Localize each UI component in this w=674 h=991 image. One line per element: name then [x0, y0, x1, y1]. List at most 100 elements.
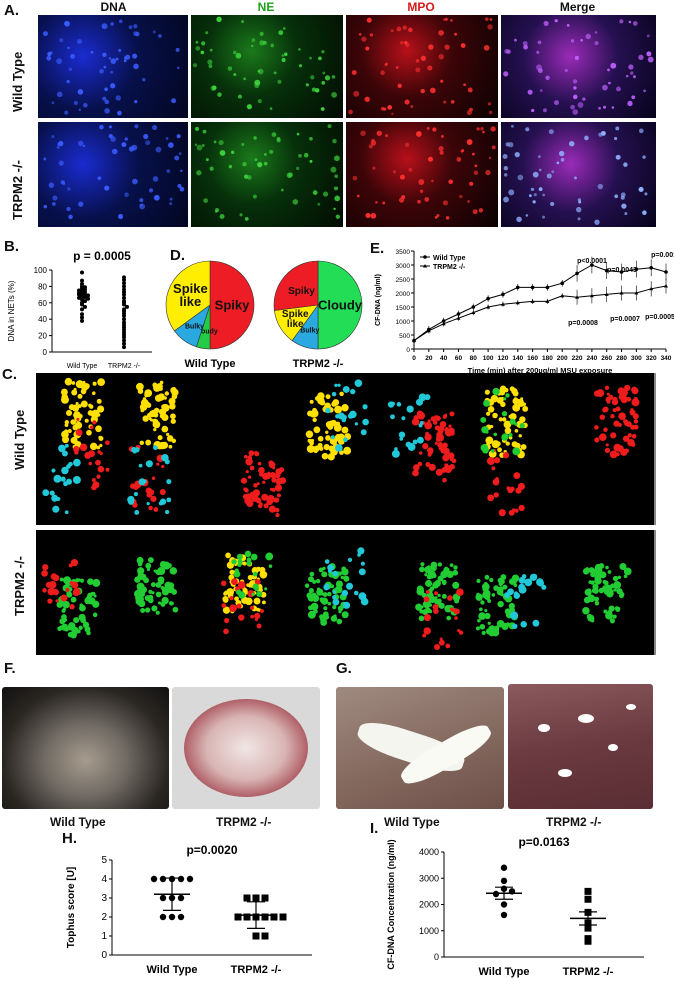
blob-particle	[89, 442, 98, 451]
cell-dot	[370, 212, 377, 219]
blob-particle	[509, 486, 515, 492]
blob-particle	[233, 570, 241, 578]
cell-dot	[485, 169, 491, 176]
cell-dot	[444, 17, 448, 21]
blob-particle	[71, 381, 76, 385]
blob-particle	[457, 628, 461, 633]
blob-particle	[492, 478, 500, 486]
blob-particle	[596, 389, 605, 398]
blob-particle	[443, 567, 450, 574]
y-tick-label: 4000	[419, 847, 439, 857]
blob-particle	[138, 478, 146, 486]
blob-particle	[324, 559, 330, 564]
data-point-ko	[279, 913, 287, 921]
cell-dot	[78, 108, 82, 112]
cell-dot	[73, 100, 78, 106]
x-tick-label: 240	[586, 355, 597, 362]
blob-particle	[332, 570, 339, 577]
blob-particle	[61, 608, 66, 613]
cell-dot	[385, 134, 388, 137]
data-point-ko	[456, 316, 461, 320]
chart-title: p=0.0163	[518, 835, 569, 849]
cell-dot	[444, 44, 450, 50]
blob-particle	[164, 391, 170, 396]
blob-particle	[332, 598, 340, 606]
blob-particle	[264, 587, 268, 591]
cell-dot	[467, 87, 473, 93]
blob-particle	[262, 480, 266, 484]
pie-slice-spike-like	[165, 260, 211, 332]
data-point-wt	[80, 294, 84, 299]
cell-dot	[269, 107, 273, 110]
data-point-ko	[560, 293, 565, 298]
cell-dot	[180, 169, 183, 173]
blob-particle	[309, 440, 314, 446]
blob-particle	[161, 587, 167, 593]
blob-particle	[129, 483, 136, 489]
pie-label: Spiky	[288, 286, 315, 297]
cell-dot	[545, 75, 550, 81]
data-point-wt	[159, 894, 167, 902]
blob-particle	[48, 580, 57, 589]
blob-particle	[475, 626, 480, 631]
blob-particle	[605, 611, 613, 620]
blob-particle	[73, 446, 80, 453]
blob-particle	[441, 593, 447, 599]
data-point-ko	[441, 321, 446, 326]
data-point-ko	[234, 913, 242, 921]
blob-particle	[606, 392, 610, 396]
blob-particle	[238, 614, 245, 621]
cell-dot	[66, 79, 70, 84]
cell-dot	[123, 59, 127, 63]
cell-dot	[361, 36, 367, 42]
blob-particle	[157, 435, 163, 441]
blob-particle	[608, 605, 615, 612]
blob-particle	[61, 430, 69, 439]
cell-dot	[278, 30, 284, 36]
blob-particle	[453, 565, 458, 570]
blob-particle	[88, 461, 92, 466]
blob-particle	[307, 410, 314, 417]
blob-particle	[332, 590, 337, 594]
cell-dot	[99, 124, 104, 130]
blob-particle	[157, 601, 162, 605]
cell-dot	[572, 79, 578, 84]
pie-slice-spiky	[273, 260, 319, 311]
cell-dot	[102, 96, 107, 101]
render-ko-7	[556, 530, 656, 655]
blob-particle	[319, 399, 326, 406]
blob-particle	[618, 412, 626, 421]
blob-particle	[68, 461, 73, 467]
blob-particle	[437, 562, 443, 567]
data-point-ko	[122, 284, 126, 289]
blob-particle	[337, 433, 345, 440]
blob-particle	[253, 483, 258, 488]
cell-dot	[309, 136, 313, 141]
cell-dot	[104, 185, 110, 191]
blob-particle	[236, 553, 243, 560]
cell-dot	[118, 19, 123, 24]
cell-dot	[97, 176, 102, 181]
blob-particle	[166, 478, 172, 485]
cell-dot	[380, 70, 385, 76]
render-wt-3	[205, 373, 294, 525]
cell-dot	[533, 193, 537, 197]
blob-particle	[95, 425, 102, 433]
blob-particle	[71, 581, 79, 589]
cell-dot	[469, 107, 473, 112]
cell-dot	[104, 99, 110, 105]
blob-particle	[619, 562, 627, 570]
data-point-wt	[177, 894, 185, 902]
blob-particle	[82, 621, 90, 629]
cell-dot	[439, 150, 444, 155]
cell-dot	[251, 38, 256, 43]
blob-particle	[271, 477, 277, 483]
y-tick-label: 3	[101, 893, 107, 904]
blob-particle	[72, 404, 80, 412]
blob-particle	[413, 415, 419, 421]
blob-particle	[327, 601, 332, 606]
cell-dot	[196, 170, 202, 176]
cell-dot	[459, 194, 463, 199]
cell-dot	[611, 106, 615, 109]
blob-particle	[396, 402, 402, 407]
